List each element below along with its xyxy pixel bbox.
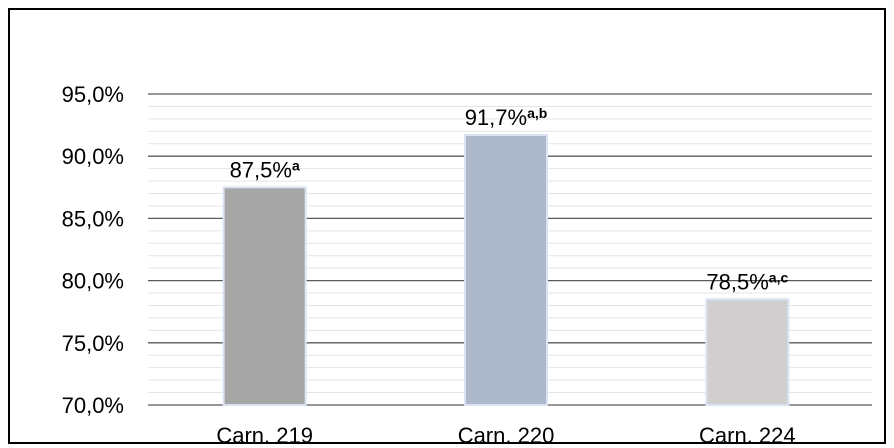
y-tick-label: 75,0% <box>62 331 124 356</box>
bar <box>222 186 307 406</box>
x-category-label: Carn. 220 <box>458 423 555 448</box>
x-category-label: Carn. 224 <box>699 423 796 448</box>
y-tick-label: 85,0% <box>62 206 124 231</box>
y-tick-label: 80,0% <box>62 269 124 294</box>
data-label: 78,5%a,c <box>706 269 788 294</box>
y-tick-label: 90,0% <box>62 144 124 169</box>
y-tick-label: 70,0% <box>62 393 124 418</box>
data-label: 87,5%a <box>230 157 300 182</box>
bar <box>464 134 548 406</box>
x-category-label: Carn. 219 <box>216 423 313 448</box>
y-tick-label: 95,0% <box>62 82 124 107</box>
bar <box>705 298 790 407</box>
data-label: 91,7%a,b <box>465 105 548 130</box>
